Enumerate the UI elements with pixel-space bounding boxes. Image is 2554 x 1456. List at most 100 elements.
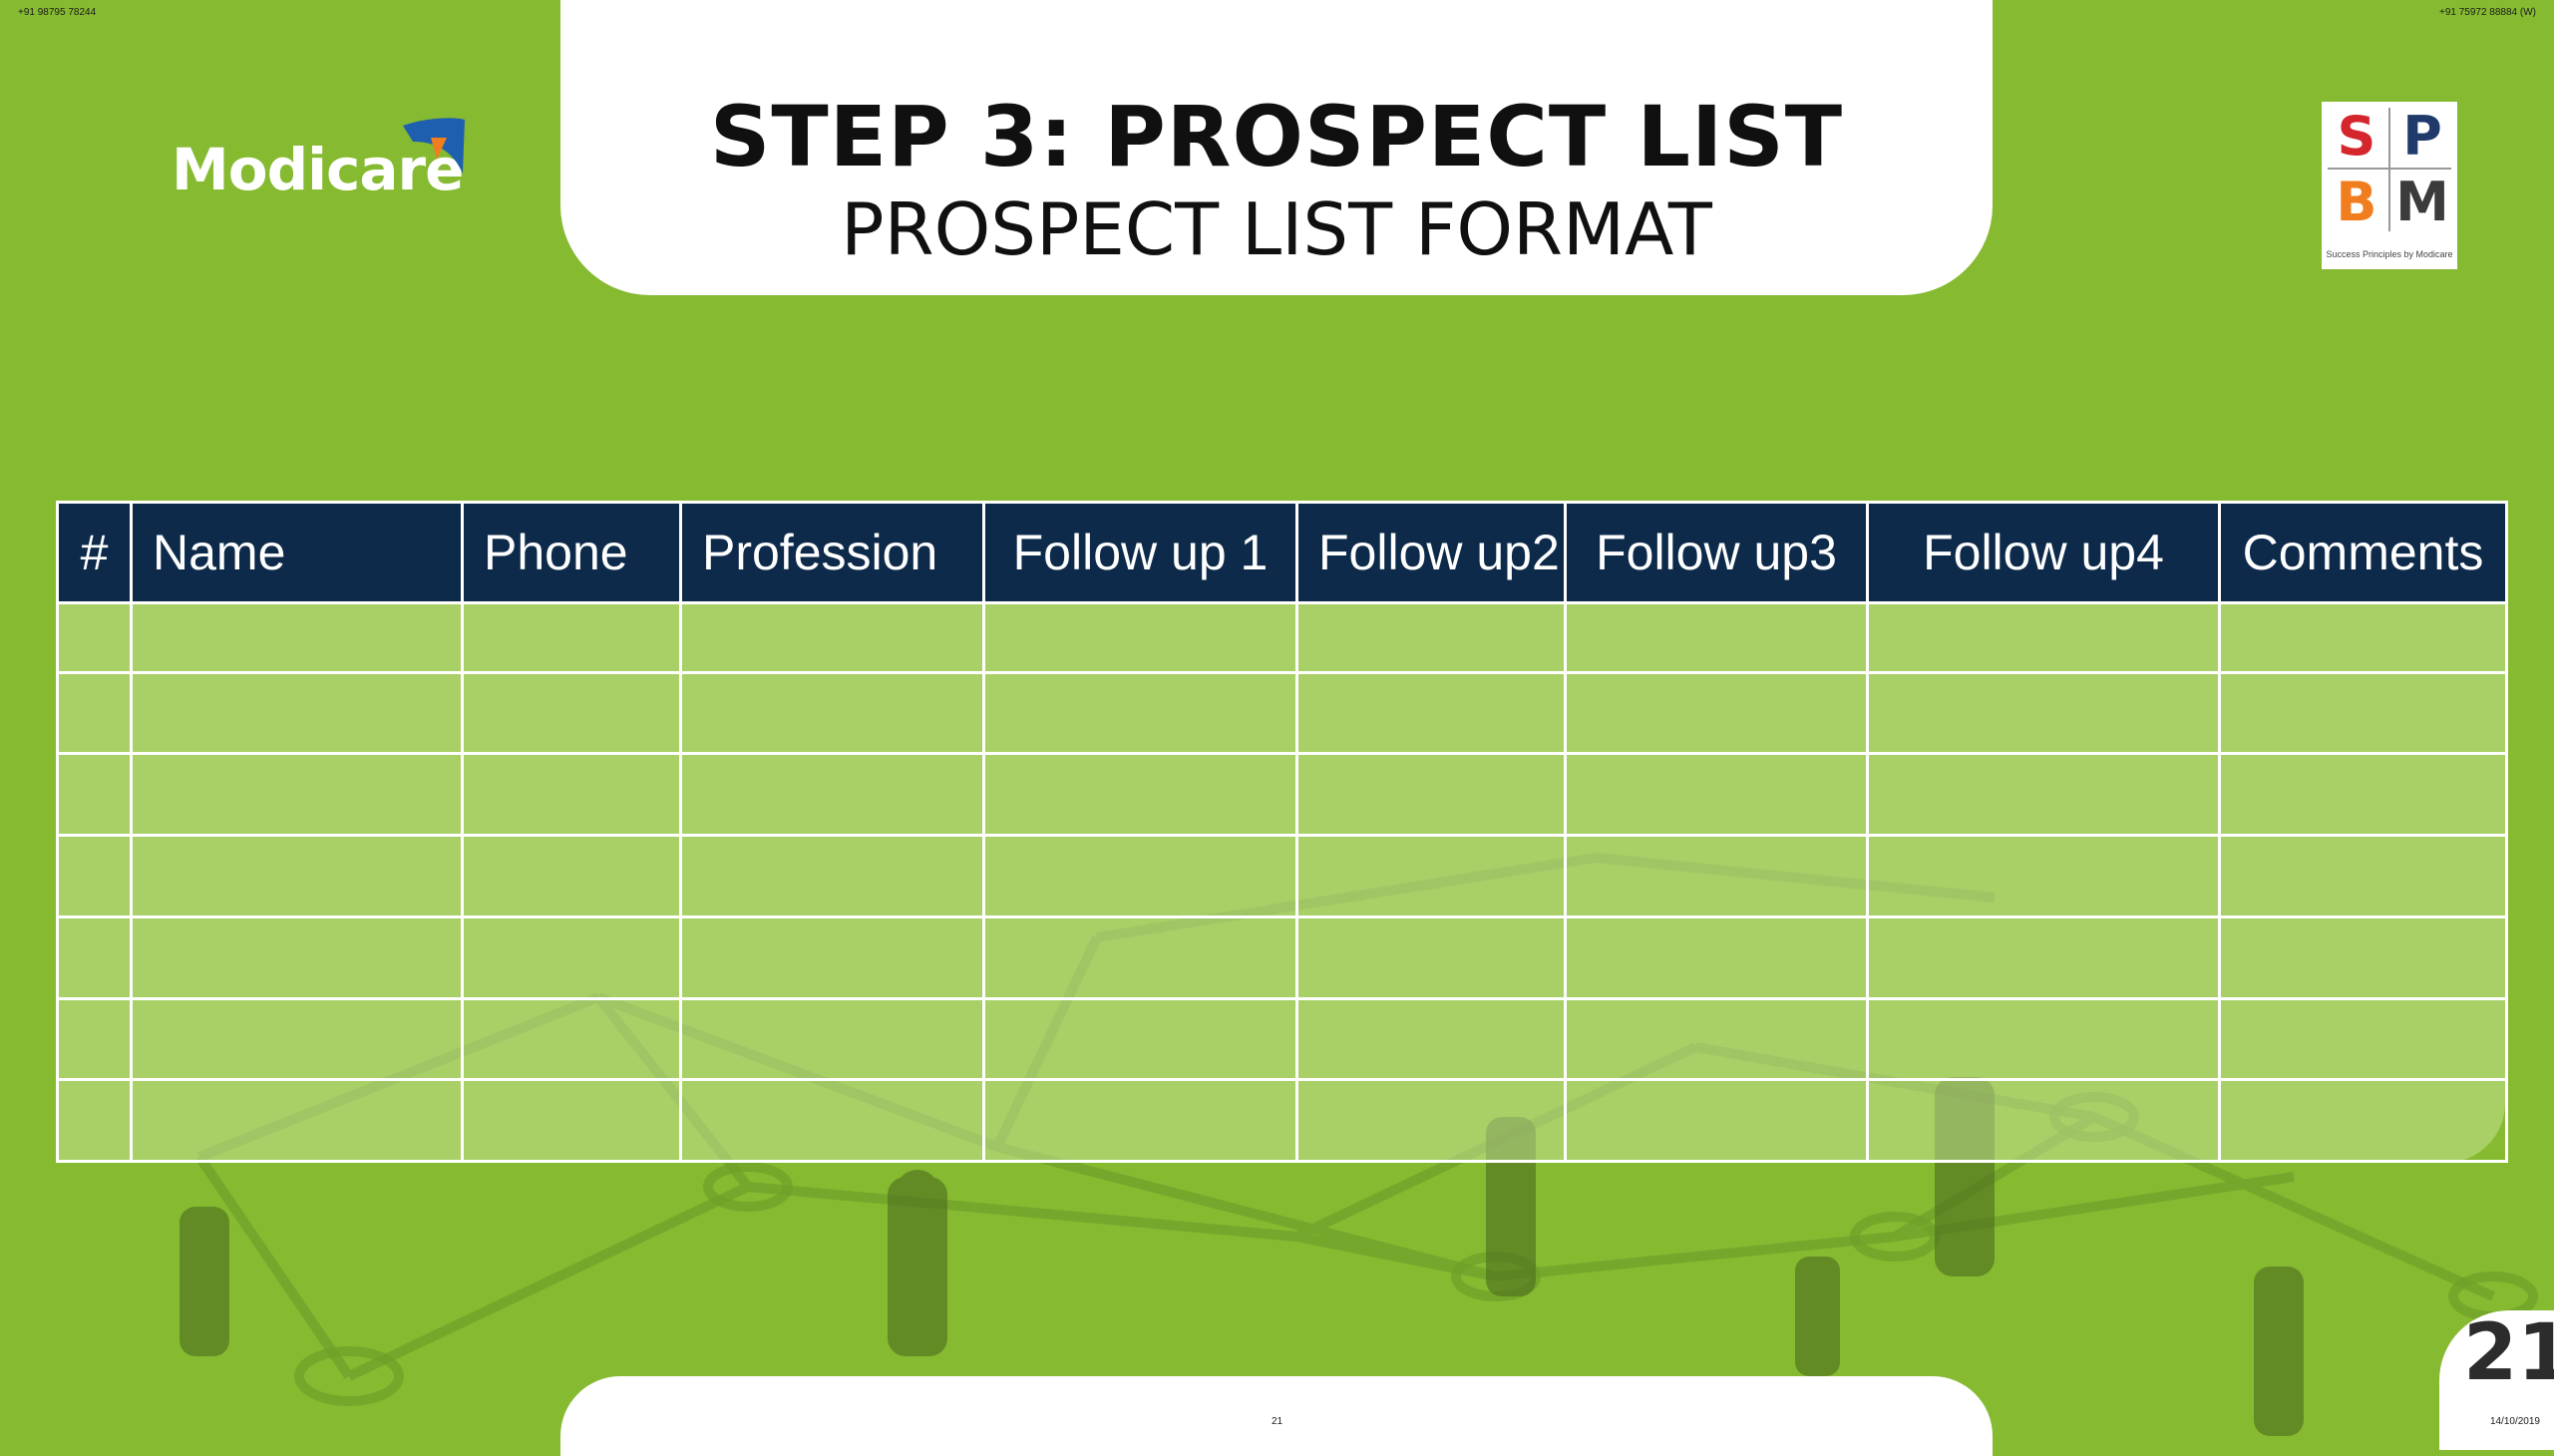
table-cell — [1295, 1078, 1567, 1163]
table-cell — [1866, 601, 2221, 674]
table-cell — [1295, 914, 1567, 1000]
table-cell — [461, 752, 682, 838]
table-cell — [1564, 996, 1869, 1082]
phone-right: +91 75972 88884 (W) — [2438, 7, 2536, 18]
footer-date: 14/10/2019 — [2489, 1416, 2540, 1427]
table-cell — [461, 601, 682, 674]
table-cell — [56, 752, 133, 838]
column-header-comments: Comments — [2218, 500, 2508, 605]
table-cell — [2218, 914, 2508, 1000]
column-header-name: Name — [130, 500, 464, 605]
spbm-letter-p: P — [2402, 105, 2442, 168]
table-cell — [982, 834, 1298, 918]
table-row — [56, 914, 2508, 1000]
table-cell — [56, 996, 133, 1082]
spbm-tagline: Success Principles by Modicare — [2326, 249, 2453, 259]
table-cell — [679, 914, 985, 1000]
table-cell — [1295, 834, 1567, 918]
table-cell — [1866, 834, 2221, 918]
page-number: 21 — [1271, 1416, 1283, 1427]
table-cell — [130, 601, 464, 674]
table-cell — [1295, 752, 1567, 838]
table-cell — [56, 914, 133, 1000]
table-cell — [679, 996, 985, 1082]
table-cell — [2218, 1078, 2508, 1163]
table-cell — [982, 996, 1298, 1082]
column-header-profession: Profession — [679, 500, 985, 605]
table-cell — [1564, 914, 1869, 1000]
table-cell — [2218, 601, 2508, 674]
column-header-follow-up-1: Follow up 1 — [982, 500, 1298, 605]
column-header-phone: Phone — [461, 500, 682, 605]
table-cell — [982, 1078, 1298, 1163]
table-cell — [679, 670, 985, 756]
table-cell — [1295, 670, 1567, 756]
spbm-divider-vertical — [2388, 108, 2390, 231]
slide-number: 21 — [2463, 1308, 2554, 1398]
table-row — [56, 670, 2508, 756]
table-cell — [461, 914, 682, 1000]
table-cell — [2218, 834, 2508, 918]
column-header-follow-up-4: Follow up4 — [1866, 500, 2221, 605]
table-cell — [1866, 752, 2221, 838]
table-cell — [982, 601, 1298, 674]
column-header-number: # — [56, 500, 133, 605]
table-cell — [982, 914, 1298, 1000]
spbm-divider-horizontal — [2328, 168, 2451, 170]
table-cell — [679, 834, 985, 918]
table-cell — [130, 752, 464, 838]
table-cell — [130, 996, 464, 1082]
table-cell — [1295, 601, 1567, 674]
spbm-letter-s: S — [2337, 105, 2376, 168]
table-cell — [56, 670, 133, 756]
phone-left: +91 98795 78244 — [18, 7, 97, 18]
table-cell — [1564, 1078, 1869, 1163]
table-cell — [130, 914, 464, 1000]
slide-number-badge — [2439, 1310, 2554, 1450]
table-cell — [1564, 752, 1869, 838]
column-header-follow-up-3: Follow up3 — [1564, 500, 1869, 605]
table-row — [56, 601, 2508, 674]
table-cell — [679, 601, 985, 674]
table-cell — [461, 996, 682, 1082]
prospect-list-table: # Name Phone Profession Follow up 1 Foll… — [56, 500, 2508, 1163]
table-cell — [982, 752, 1298, 838]
page-subtitle: PROSPECT LIST FORMAT — [841, 187, 1712, 271]
table-cell — [461, 1078, 682, 1163]
modicare-swoosh-icon — [403, 118, 465, 174]
table-cell — [56, 834, 133, 918]
table-row — [56, 752, 2508, 838]
title-panel: STEP 3: PROSPECT LIST PROSPECT LIST FORM… — [560, 0, 1993, 295]
table-cell — [1866, 914, 2221, 1000]
page-title: STEP 3: PROSPECT LIST — [709, 88, 1844, 185]
table-cell — [130, 834, 464, 918]
table-cell — [1564, 834, 1869, 918]
table-cell — [2218, 996, 2508, 1082]
spbm-letter-b: B — [2336, 171, 2377, 233]
column-header-follow-up-2: Follow up2 — [1295, 500, 1567, 605]
table-cell — [130, 1078, 464, 1163]
table-cell — [56, 1078, 133, 1163]
table-cell — [56, 601, 133, 674]
table-cell — [1866, 670, 2221, 756]
table-cell — [461, 834, 682, 918]
table-row — [56, 1078, 2508, 1163]
spbm-logo: S P B M Success Principles by Modicare — [2322, 102, 2457, 269]
table-cell — [679, 1078, 985, 1163]
table-cell — [1866, 1078, 2221, 1163]
table-cell — [2218, 752, 2508, 838]
spbm-letter-m: M — [2395, 171, 2449, 233]
table-row — [56, 834, 2508, 918]
table-cell — [1295, 996, 1567, 1082]
modicare-logo: Modicare — [172, 136, 464, 203]
table-cell — [1866, 996, 2221, 1082]
table-header-row: # Name Phone Profession Follow up 1 Foll… — [56, 500, 2508, 605]
table-cell — [1564, 601, 1869, 674]
table-cell — [679, 752, 985, 838]
table-cell — [982, 670, 1298, 756]
table-cell — [1564, 670, 1869, 756]
table-cell — [461, 670, 682, 756]
table-row — [56, 996, 2508, 1082]
table-cell — [130, 670, 464, 756]
table-cell — [2218, 670, 2508, 756]
